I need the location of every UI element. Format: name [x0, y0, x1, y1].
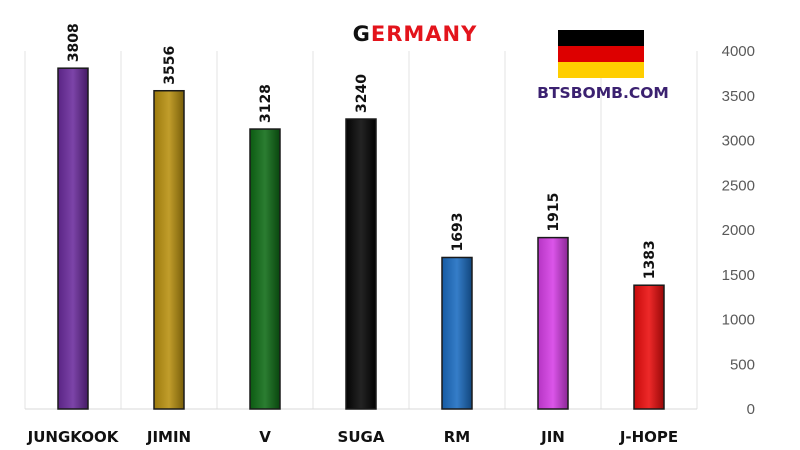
category-label: RM [444, 428, 470, 446]
watermark-text: BTSBOMB.COM [537, 84, 669, 102]
category-label: J-HOPE [619, 428, 678, 446]
category-label: JIN [540, 428, 565, 446]
y-tick-label: 0 [747, 401, 755, 418]
flag-stripe-black [558, 30, 644, 46]
bar-rm [441, 256, 473, 410]
bar-jungkook [57, 67, 89, 410]
chart-title-rest: ERMANY [370, 22, 478, 46]
value-label: 3240 [354, 74, 370, 113]
germany-flag-icon [558, 30, 644, 78]
y-axis-ticks: 0 500 1000 1500 2000 2500 3000 3500 4000 [722, 43, 755, 418]
bar-v [249, 128, 281, 410]
bar-jimin [153, 89, 185, 410]
value-label: 1383 [642, 240, 658, 279]
bar-jin [537, 236, 569, 410]
flag-stripe-red [558, 46, 644, 62]
y-tick-label: 2500 [722, 177, 755, 194]
value-label: 3556 [162, 46, 178, 85]
value-label: 1915 [546, 193, 562, 232]
bar-suga [345, 118, 377, 410]
y-tick-label: 2000 [722, 222, 755, 239]
category-label: JIMIN [146, 428, 191, 446]
chart-title: GERMANY [290, 22, 540, 46]
category-label: JUNGKOOK [27, 428, 120, 446]
chart-title-first-letter: G [352, 22, 371, 46]
x-axis-labels: JUNGKOOK JIMIN V SUGA RM JIN J-HOPE [27, 428, 679, 446]
y-tick-label: 1000 [722, 312, 755, 329]
value-label: 1693 [450, 213, 466, 252]
category-label: SUGA [338, 428, 385, 446]
y-tick-label: 500 [730, 356, 755, 373]
y-tick-label: 3000 [722, 133, 755, 150]
bars [57, 67, 665, 410]
bar-j-hope [633, 284, 665, 410]
value-labels: 3808 3556 3128 3240 1693 1915 1383 [66, 23, 658, 279]
flag-stripe-gold [558, 62, 644, 78]
value-label: 3808 [66, 23, 82, 62]
category-label: V [259, 428, 271, 446]
value-label: 3128 [258, 84, 274, 123]
y-tick-label: 3500 [722, 88, 755, 105]
y-tick-label: 1500 [722, 267, 755, 284]
y-tick-label: 4000 [722, 43, 755, 60]
